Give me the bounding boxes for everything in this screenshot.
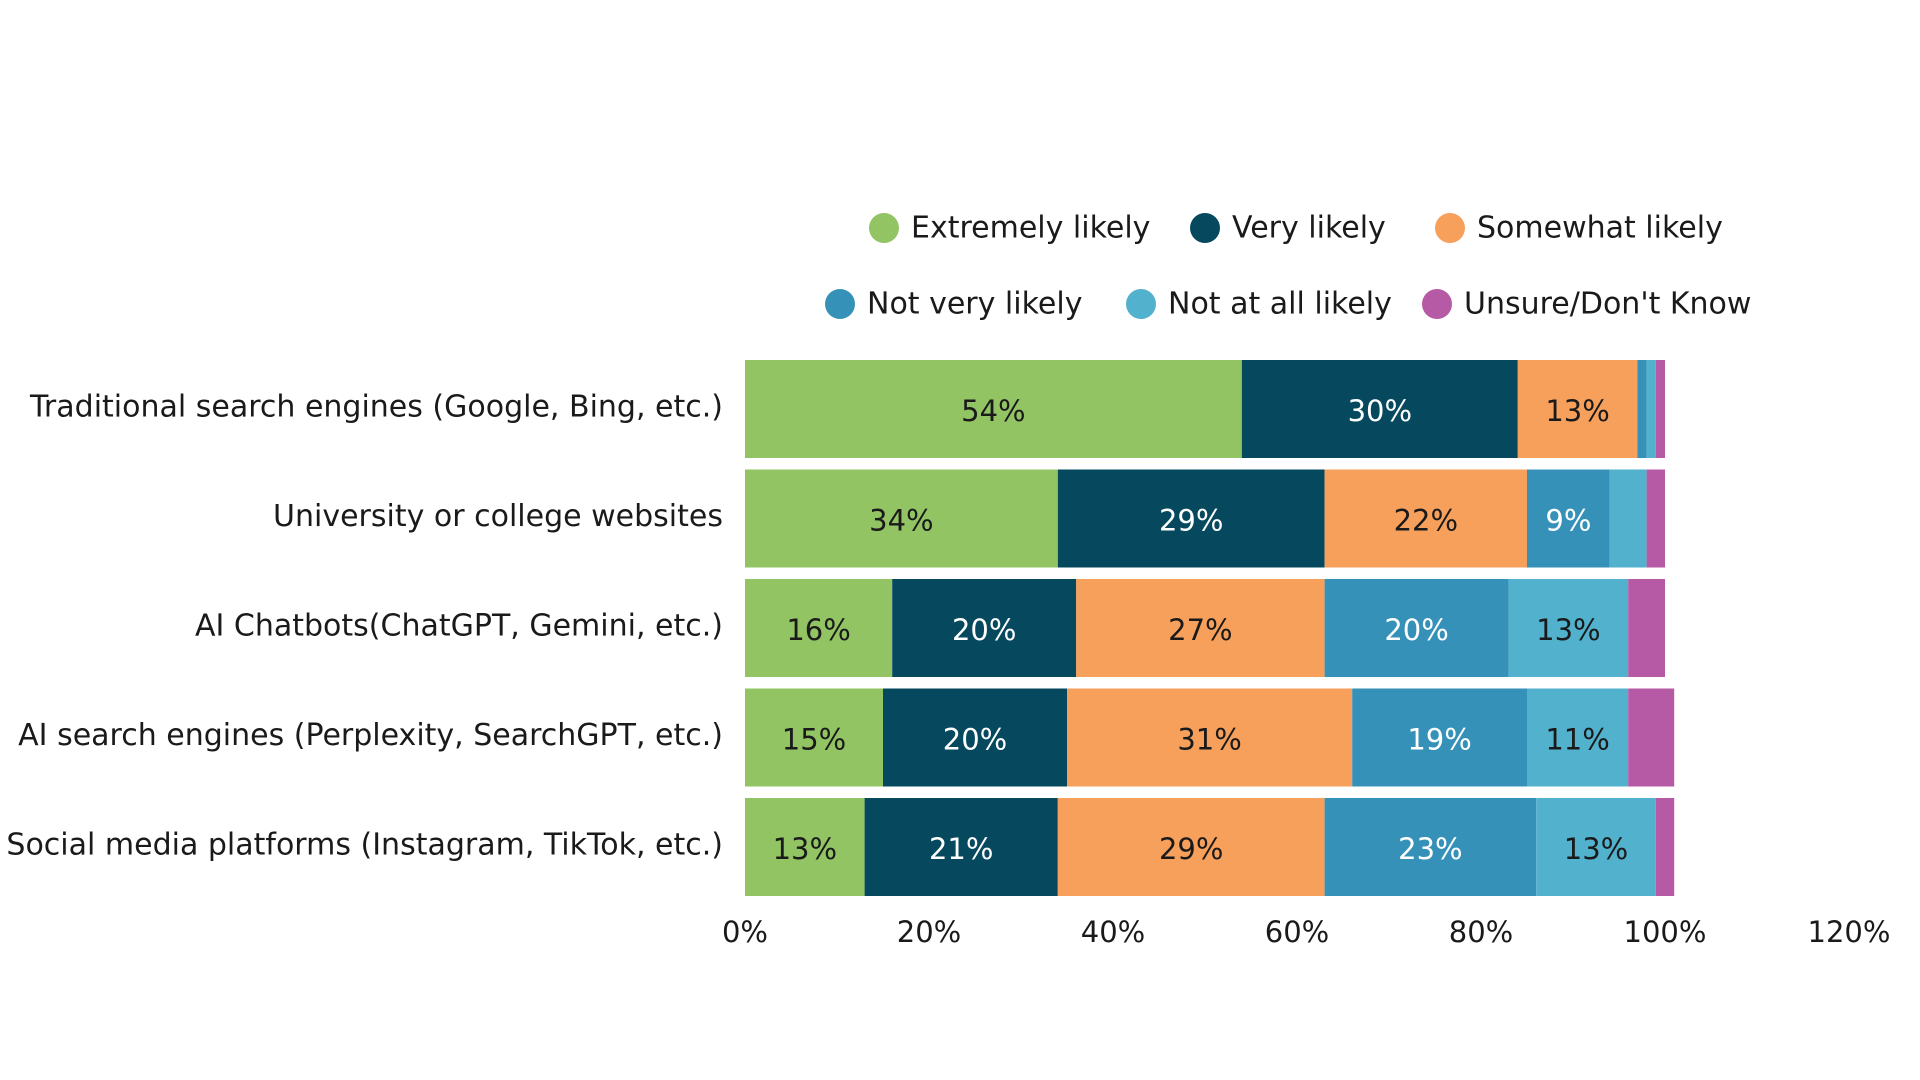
bar-segment-not-at-all-likely (1646, 360, 1656, 458)
data-label: 16% (786, 613, 850, 647)
bar-segment-not-very-likely (1527, 469, 1610, 568)
legend-label: Somewhat likely (1477, 211, 1723, 246)
bar-segment-not-very-likely (1637, 360, 1647, 458)
data-label: 31% (1177, 723, 1241, 757)
data-label: 21% (929, 832, 993, 866)
legend-item-somewhat-likely: Somewhat likely (1435, 211, 1723, 246)
data-label: 20% (943, 723, 1007, 757)
category-label: AI Chatbots(ChatGPT, Gemini, etc.) (195, 609, 723, 644)
data-label: 11% (1545, 723, 1609, 757)
data-label: 15% (782, 723, 846, 757)
category-label: University or college websites (273, 499, 723, 534)
bar-segment-somewhat-likely (1067, 688, 1353, 787)
bar-row-2: 16% 20% 27% 20% 13% (745, 579, 1665, 677)
bar-row-1: 34% 29% 22% 9% (745, 469, 1665, 568)
bar-segment-extremely-likely (745, 579, 893, 677)
x-tick-label: 120% (1808, 915, 1891, 949)
legend-swatch (1435, 213, 1465, 243)
legend-label: Not very likely (867, 287, 1082, 322)
data-label: 9% (1545, 504, 1591, 538)
x-tick-label: 20% (897, 915, 961, 949)
data-label: 27% (1168, 613, 1232, 647)
data-label: 13% (1536, 613, 1600, 647)
bar-segment-not-very-likely (1324, 579, 1509, 677)
legend-label: Very likely (1232, 211, 1386, 246)
bar-segment-somewhat-likely (1057, 798, 1325, 896)
legend-swatch (1126, 289, 1156, 319)
bar-segment-very-likely (892, 579, 1077, 677)
bar-segment-not-at-all-likely (1527, 688, 1629, 787)
legend-swatch (869, 213, 899, 243)
data-label: 13% (773, 832, 837, 866)
bar-segment-not-very-likely (1324, 798, 1537, 896)
x-tick-label: 100% (1624, 915, 1707, 949)
data-label: 13% (1564, 832, 1628, 866)
legend-item-unsure-don-t-know: Unsure/Don't Know (1422, 287, 1751, 322)
bar-segment-very-likely (1057, 469, 1325, 568)
bar-segment-not-at-all-likely (1609, 469, 1647, 568)
bar-row-0: 54% 30% 13% (745, 360, 1665, 458)
bar-segment-somewhat-likely (1517, 360, 1638, 458)
x-tick-label: 0% (722, 915, 768, 949)
category-labels: Traditional search engines (Google, Bing… (6, 390, 723, 863)
bar-segment-unsure-don-t-know (1628, 688, 1675, 787)
bar-segment-extremely-likely (745, 798, 865, 896)
bar-row-4: 13% 21% 29% 23% 13% (745, 798, 1675, 896)
bar-segment-unsure-don-t-know (1655, 798, 1675, 896)
bar-segment-very-likely (864, 798, 1058, 896)
chart-legend: Extremely likely Very likely Somewhat like… (825, 211, 1751, 322)
bar-segment-extremely-likely (745, 469, 1058, 568)
data-label: 19% (1407, 723, 1471, 757)
data-label: 20% (1384, 613, 1448, 647)
data-label: 30% (1348, 394, 1412, 428)
bar-segment-very-likely (883, 688, 1067, 787)
legend-item-not-very-likely: Not very likely (825, 287, 1082, 322)
bar-segment-somewhat-likely (1076, 579, 1325, 677)
bar-segment-extremely-likely (745, 360, 1242, 458)
x-tick-label: 80% (1449, 915, 1513, 949)
data-label: 20% (952, 613, 1016, 647)
data-label: 54% (961, 394, 1025, 428)
x-axis: 0% 20% 40% 60% 80% 100% 120% (722, 915, 1890, 949)
bar-row-3: 15% 20% 31% 19% 11% (745, 688, 1675, 787)
data-label: 29% (1159, 504, 1223, 538)
data-label: 23% (1398, 832, 1462, 866)
legend-swatch (1190, 213, 1220, 243)
bar-segment-unsure-don-t-know (1655, 360, 1665, 458)
bar-segment-somewhat-likely (1324, 469, 1527, 568)
bar-segment-unsure-don-t-know (1628, 579, 1665, 677)
legend-swatch (1422, 289, 1452, 319)
legend-item-not-at-all-likely: Not at all likely (1126, 287, 1392, 322)
bar-segment-not-at-all-likely (1536, 798, 1656, 896)
legend-label: Not at all likely (1168, 287, 1392, 322)
category-label: Traditional search engines (Google, Bing… (29, 390, 723, 425)
data-label: 34% (869, 504, 933, 538)
data-label: 29% (1159, 832, 1223, 866)
legend-item-very-likely: Very likely (1190, 211, 1386, 246)
legend-swatch (825, 289, 855, 319)
bar-segment-extremely-likely (745, 688, 883, 787)
category-label: Social media platforms (Instagram, TikTo… (6, 828, 723, 863)
legend-label: Extremely likely (911, 211, 1150, 246)
data-label: 22% (1394, 504, 1458, 538)
x-tick-label: 60% (1265, 915, 1329, 949)
category-label: AI search engines (Perplexity, SearchGPT… (18, 718, 723, 753)
bar-segment-not-very-likely (1352, 688, 1527, 787)
legend-item-extremely-likely: Extremely likely (869, 211, 1150, 246)
x-tick-label: 40% (1081, 915, 1145, 949)
bar-segment-unsure-don-t-know (1646, 469, 1665, 568)
bar-segment-not-at-all-likely (1508, 579, 1629, 677)
data-label: 13% (1545, 394, 1609, 428)
legend-label: Unsure/Don't Know (1464, 287, 1751, 322)
bar-segment-very-likely (1241, 360, 1518, 458)
chart-bars: 54% 30% 13% 34% 29% 22% 9% 16% 20% 27% 20% 13% 15% 20… (745, 360, 1675, 896)
